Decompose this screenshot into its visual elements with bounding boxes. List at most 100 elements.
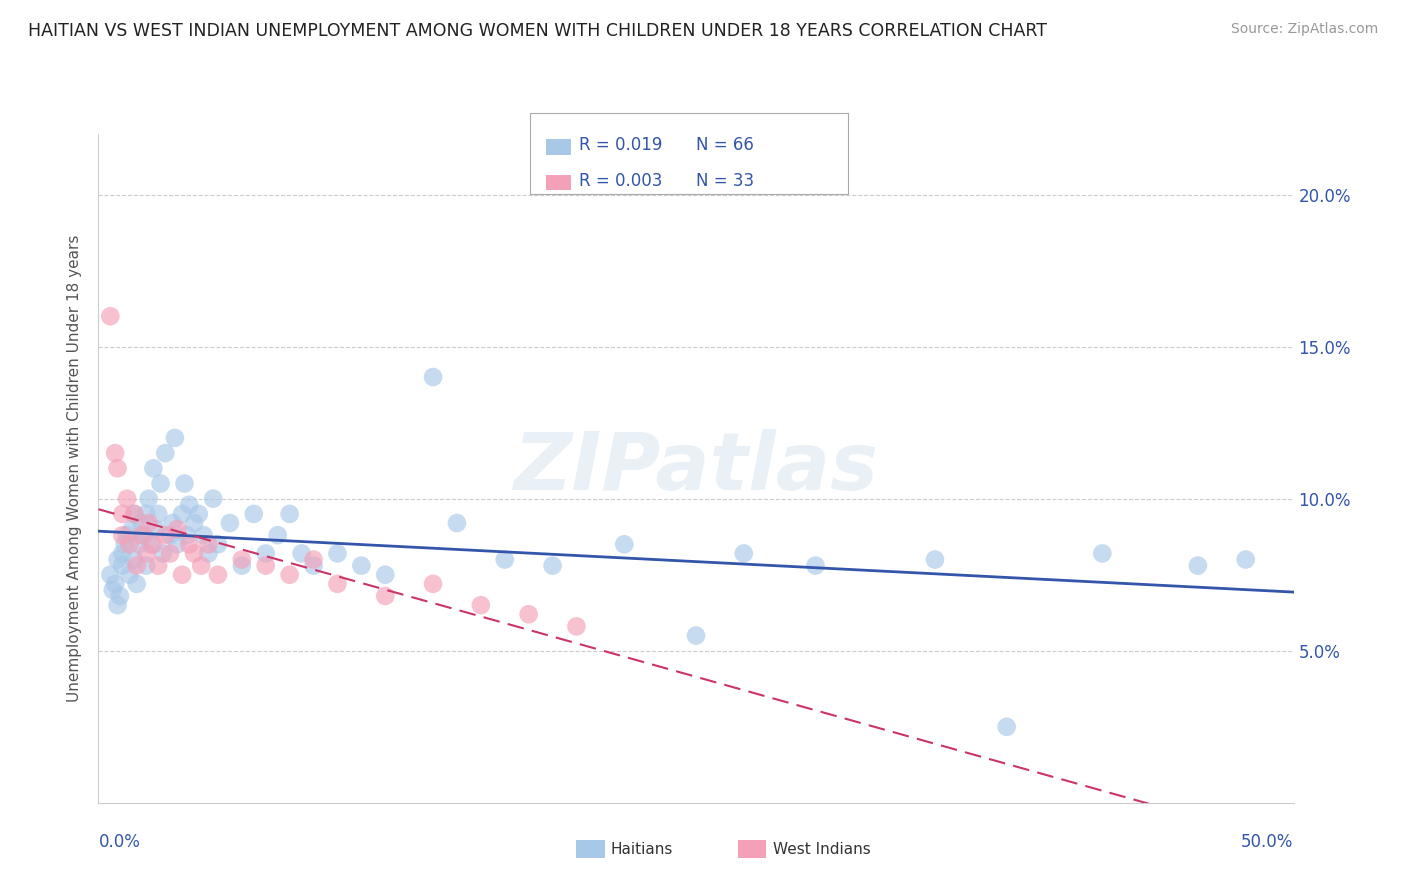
Point [138,491,160,506]
Text: Source: ZipAtlas.com: Source: ZipAtlas.com [1230,22,1378,37]
Point [159,546,181,560]
Point [422,370,444,384]
Point [685,628,707,642]
Point [924,552,946,566]
Point [98,567,122,582]
Point [114,537,136,551]
Point [183,546,205,560]
Y-axis label: Unemployment Among Women with Children Under 18 years: Unemployment Among Women with Children U… [67,235,83,702]
Point [139,537,162,551]
Point [132,528,155,542]
Point [207,567,229,582]
Point [111,546,134,560]
Point [115,491,138,506]
Point [374,589,396,603]
Point [155,528,177,542]
Point [995,720,1018,734]
Point [107,552,129,566]
Point [111,528,134,542]
Point [197,537,219,551]
Text: N = 66: N = 66 [696,136,754,154]
Point [128,537,150,551]
Point [243,507,266,521]
Text: ZIPatlas: ZIPatlas [513,429,879,508]
Point [207,537,229,551]
Point [278,507,301,521]
Point [193,528,215,542]
Point [135,507,157,521]
Point [131,516,153,530]
Point [145,522,167,536]
Point [135,546,157,560]
Point [138,516,160,530]
Point [111,507,134,521]
Text: 0.0%: 0.0% [98,833,141,851]
Text: R = 0.019: R = 0.019 [579,136,662,154]
Point [278,567,301,582]
Point [107,598,129,612]
Point [202,491,225,506]
Text: Haitians: Haitians [610,842,672,856]
Point [190,558,212,573]
Point [166,537,188,551]
Point [98,310,122,324]
Point [254,558,277,573]
Point [219,516,242,530]
Point [121,522,143,536]
Point [517,607,540,622]
Point [187,507,209,521]
Point [148,507,170,521]
Point [302,558,325,573]
Point [613,537,636,551]
Point [155,446,177,460]
Point [326,546,349,560]
Point [565,619,588,633]
Point [302,552,325,566]
Point [166,522,188,536]
Point [350,558,373,573]
Point [291,546,314,560]
Point [131,528,153,542]
Point [1187,558,1209,573]
Point [125,577,148,591]
Point [173,476,195,491]
Point [124,507,146,521]
Point [149,476,172,491]
Point [422,577,444,591]
Point [541,558,564,573]
Text: R = 0.003: R = 0.003 [579,172,662,190]
Text: HAITIAN VS WEST INDIAN UNEMPLOYMENT AMONG WOMEN WITH CHILDREN UNDER 18 YEARS COR: HAITIAN VS WEST INDIAN UNEMPLOYMENT AMON… [28,22,1047,40]
Point [254,546,277,560]
Point [108,589,131,603]
Point [197,546,219,560]
Point [1091,546,1114,560]
Point [267,528,290,542]
Point [148,558,170,573]
Point [124,507,146,521]
Point [124,552,146,566]
Point [179,498,201,512]
Point [733,546,755,560]
Point [804,558,827,573]
Point [162,516,184,530]
Point [142,537,165,551]
Point [118,567,141,582]
Point [107,461,129,475]
Point [101,582,124,597]
Point [470,598,492,612]
Point [446,516,468,530]
Point [111,558,134,573]
Point [179,537,201,551]
Point [104,577,127,591]
Point [183,516,205,530]
Point [135,558,157,573]
Point [176,528,198,542]
Point [172,567,194,582]
Point [231,558,253,573]
Point [326,577,349,591]
Point [159,528,181,542]
Point [172,507,194,521]
Point [494,552,516,566]
Text: 50.0%: 50.0% [1241,833,1294,851]
Point [125,558,148,573]
